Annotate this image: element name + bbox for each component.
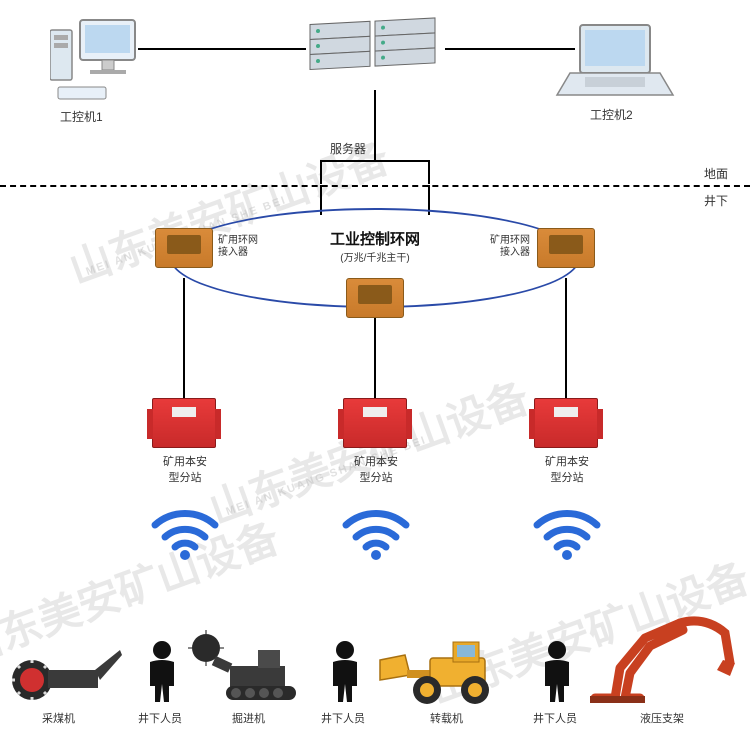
line-pc1-server	[138, 48, 306, 50]
line-ring-sub-3	[565, 278, 567, 398]
server-stack	[300, 15, 450, 100]
line-server-down	[374, 90, 376, 160]
ring-access-box-1	[155, 228, 213, 268]
ring-access-box-2	[346, 278, 404, 318]
loader-icon	[375, 630, 525, 708]
pc2-label: 工控机2	[590, 106, 633, 123]
substation-2	[343, 398, 407, 448]
wifi-icon	[527, 495, 607, 560]
line-ring-sub-1	[183, 278, 185, 398]
server-label: 服务器	[330, 140, 366, 157]
wifi-3	[527, 495, 607, 565]
laptop-icon	[555, 20, 675, 105]
hydraulic-support-icon	[585, 608, 740, 708]
equip-support	[585, 608, 740, 713]
wifi-icon	[145, 495, 225, 560]
person-1-label: 井下人员	[138, 710, 182, 726]
line-server-pc2	[445, 48, 575, 50]
equip-shearer	[10, 635, 125, 710]
substation-1	[152, 398, 216, 448]
line-server-split	[320, 160, 430, 162]
ring-access-label-3: 矿用环网接入器	[490, 235, 530, 259]
substation-label-1: 矿用本安型分站	[155, 453, 215, 485]
equip-support-label: 液压支架	[640, 710, 684, 726]
pc1	[50, 15, 150, 110]
equip-roadheader-label: 掘进机	[232, 710, 265, 726]
person-1	[145, 640, 175, 709]
person-icon	[540, 640, 574, 704]
below-ground-label: 井下	[704, 192, 728, 209]
equip-roadheader	[188, 628, 313, 711]
equip-loader-label: 转载机	[430, 710, 463, 726]
line-ring-sub-2	[374, 318, 376, 398]
wifi-2	[336, 495, 416, 565]
person-icon	[145, 640, 179, 704]
person-2	[328, 640, 358, 709]
above-ground-label: 地面	[704, 165, 728, 182]
ring-title: 工业控制环网	[315, 228, 435, 249]
ring-access-label-1: 矿用环网接入器	[218, 235, 258, 259]
person-2-label: 井下人员	[321, 710, 365, 726]
equip-loader	[375, 630, 525, 713]
line-server-branch-l	[320, 160, 322, 184]
server-rack-icon	[300, 15, 450, 95]
person-3-label: 井下人员	[533, 710, 577, 726]
person-3	[540, 640, 570, 709]
pc2	[555, 20, 675, 110]
equip-shearer-label: 采煤机	[42, 710, 75, 726]
substation-label-2: 矿用本安型分站	[346, 453, 406, 485]
person-icon	[328, 640, 362, 704]
line-server-branch-r	[428, 160, 430, 184]
ring-subtitle: (万兆/千兆主干)	[315, 249, 435, 264]
substation-label-3: 矿用本安型分站	[537, 453, 597, 485]
substation-3	[534, 398, 598, 448]
shearer-icon	[10, 635, 125, 705]
ground-boundary	[0, 185, 750, 187]
desktop-pc-icon	[50, 15, 150, 105]
wifi-icon	[336, 495, 416, 560]
ring-title-block: 工业控制环网 (万兆/千兆主干)	[315, 228, 435, 264]
pc1-label: 工控机1	[60, 108, 103, 125]
wifi-1	[145, 495, 225, 565]
ring-access-box-3	[537, 228, 595, 268]
roadheader-icon	[188, 628, 313, 706]
